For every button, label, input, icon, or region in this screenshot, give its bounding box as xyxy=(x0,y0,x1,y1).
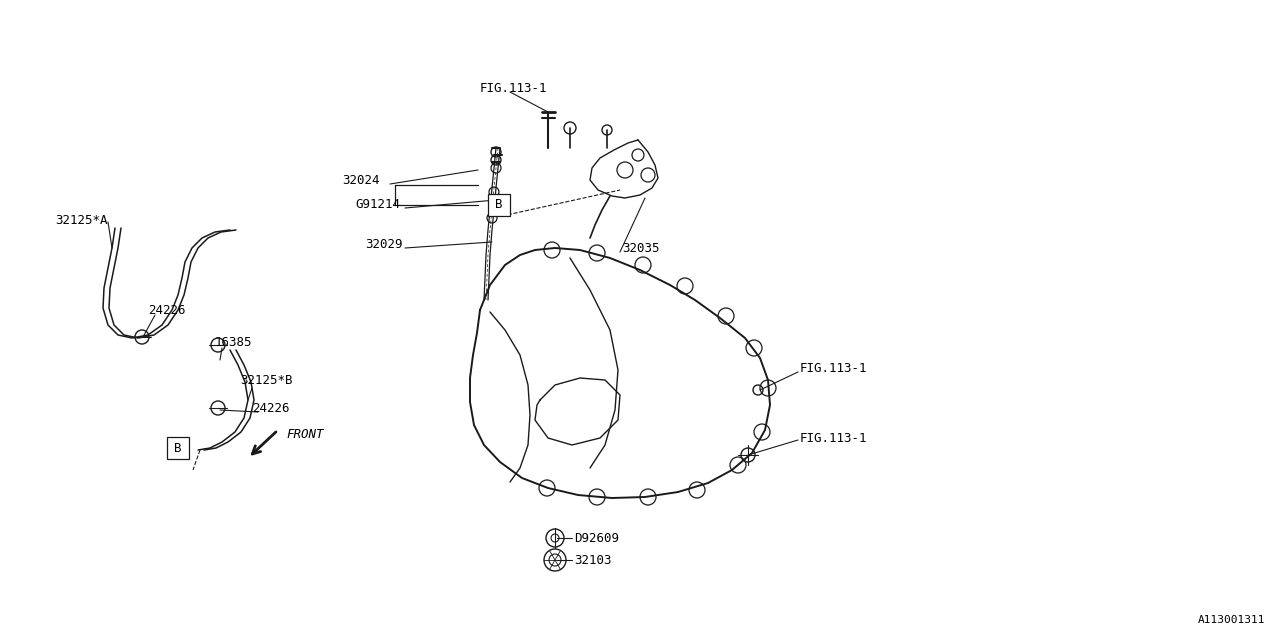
Text: 16385: 16385 xyxy=(215,337,252,349)
Text: 32125*A: 32125*A xyxy=(55,214,108,227)
Text: FIG.113-1: FIG.113-1 xyxy=(800,431,868,445)
Text: A113001311: A113001311 xyxy=(1198,615,1265,625)
Text: 32103: 32103 xyxy=(573,554,612,566)
Text: FIG.113-1: FIG.113-1 xyxy=(800,362,868,374)
FancyBboxPatch shape xyxy=(488,194,509,216)
Text: G91214: G91214 xyxy=(355,198,399,211)
Text: B: B xyxy=(174,442,182,454)
Text: 32125*B: 32125*B xyxy=(241,374,293,387)
FancyBboxPatch shape xyxy=(166,437,189,459)
Text: B: B xyxy=(495,198,503,211)
Text: 32029: 32029 xyxy=(365,239,402,252)
Text: 32035: 32035 xyxy=(622,241,659,255)
Text: 24226: 24226 xyxy=(148,303,186,317)
Text: FRONT: FRONT xyxy=(285,429,324,442)
Text: D92609: D92609 xyxy=(573,531,620,545)
Text: 24226: 24226 xyxy=(252,401,289,415)
Text: 32024: 32024 xyxy=(342,173,379,186)
Text: FIG.113-1: FIG.113-1 xyxy=(480,81,548,95)
